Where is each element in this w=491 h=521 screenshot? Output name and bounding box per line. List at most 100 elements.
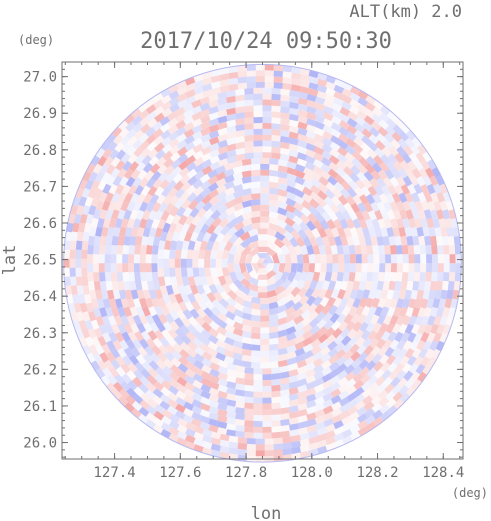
radar-cell [454,272,462,282]
radar-cell [177,363,189,374]
radar-cell [152,388,164,399]
radar-cell [253,379,263,387]
radar-cell [334,235,343,246]
radar-cell [443,254,450,264]
radar-cell [357,96,369,107]
radar-cell [416,226,424,237]
radar-cell [210,249,218,260]
radar-cell [338,253,345,264]
radar-cell [354,122,366,133]
radar-cell [199,223,210,235]
radar-cell [260,344,270,351]
radar-cell [338,397,350,407]
radar-cell [373,254,380,264]
radar-cell [291,222,303,233]
radar-cell [200,396,211,406]
radar-cell [325,430,336,439]
radar-cell [304,161,316,171]
radar-cell [266,240,278,250]
radar-cell [322,386,333,396]
radar-cell [164,313,175,324]
radar-cell [354,244,362,255]
radar-cell [162,150,173,161]
radar-cell [102,217,111,229]
radar-cell [306,112,317,121]
radar-cell [217,204,228,215]
radar-cell [226,362,237,371]
radar-cell [165,285,174,296]
radar-cell [95,226,103,237]
radar-cell [297,133,308,142]
radar-cell [253,87,263,94]
radar-cell [168,426,180,437]
radar-cell [132,393,144,405]
radar-cell [159,122,171,133]
radar-cell [271,402,281,410]
radar-cell [146,141,158,152]
radar-cell [268,307,279,316]
radar-cell [417,144,427,155]
radar-cell [343,226,352,238]
radar-cell [407,183,417,195]
radar-cell [224,199,236,209]
radar-cell [257,240,268,247]
radar-cell [300,206,312,217]
radar-cell [135,161,146,173]
radar-cell [357,313,367,325]
radar-cell [305,381,317,390]
radar-cell [328,210,339,222]
radar-cell [325,81,336,91]
radar-cell [107,315,117,326]
radar-cell [228,282,239,293]
radar-cell [310,338,322,349]
radar-cell [75,267,82,277]
radar-cell [111,389,123,400]
radar-cell [330,394,342,405]
radar-cell [101,171,111,183]
radar-cell [87,244,94,255]
radar-cell [389,218,399,229]
radar-cell [269,361,279,369]
radar-cell [291,452,301,460]
radar-cell [167,117,179,128]
radar-cell [308,430,319,439]
radar-cell [277,304,288,314]
radar-cell [401,153,412,164]
radar-cell [260,327,270,334]
radar-cell [320,253,327,264]
radar-cell [316,90,328,100]
radar-cell [176,86,188,96]
radar-cell [235,407,245,415]
radar-cell [293,271,303,282]
radar-cell [389,339,400,350]
radar-cell [181,316,192,328]
radar-cell [202,83,213,92]
radar-cell [226,429,236,437]
radar-cell [399,160,410,171]
radar-cell [168,420,180,430]
radar-cell [64,240,71,250]
radar-cell [235,100,245,108]
radar-cell [390,263,397,273]
radar-cell [217,97,228,106]
radar-cell [321,235,331,247]
radar-cell [297,287,308,298]
radar-cell [368,289,377,300]
radar-cell [293,315,305,325]
radar-cell [191,215,201,226]
radar-cell [100,375,111,386]
radar-cell [371,162,383,174]
radar-cell [192,249,200,259]
radar-cell [346,124,358,135]
radar-cell [313,364,324,374]
radar-cell [262,379,272,387]
radar-cell [360,244,368,255]
radar-cell [311,288,321,299]
radar-cell [184,135,195,145]
radar-cell [202,201,213,212]
radar-cell [364,236,373,246]
radar-cell [380,227,389,238]
radar-cell [260,163,270,170]
radar-cell [404,137,415,149]
radar-cell [193,353,205,363]
